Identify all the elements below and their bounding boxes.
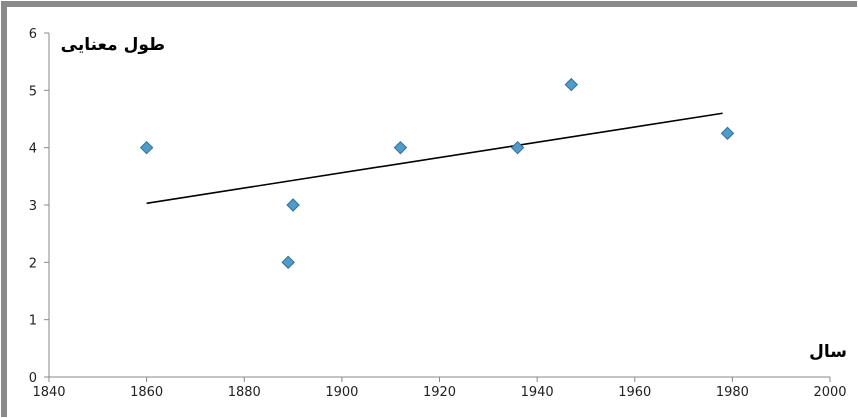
data-points — [139, 77, 735, 270]
data-point-marker — [564, 77, 579, 92]
data-point-marker — [139, 140, 154, 155]
data-point-marker — [286, 198, 300, 212]
y-tick-label: 3 — [29, 199, 37, 214]
y-tick-label: 1 — [29, 314, 37, 329]
x-tick-label: 2000 — [813, 385, 846, 400]
x-axis-ticks: 1840 1860 1880 1900 1920 1940 1960 1980 2000 — [32, 377, 847, 400]
frame-top-border — [1, 1, 857, 7]
data-point-marker — [510, 140, 525, 155]
data-point-marker — [393, 140, 408, 155]
x-tick-label: 1900 — [325, 385, 358, 400]
x-axis-title: سال — [809, 342, 847, 362]
y-tick-label: 6 — [29, 27, 37, 42]
y-axis-title: طول معنایی — [61, 35, 165, 55]
x-tick-label: 1920 — [423, 385, 456, 400]
x-tick-label: 1840 — [32, 385, 65, 400]
trendline — [146, 112, 723, 205]
x-tick-label: 1880 — [228, 385, 261, 400]
y-tick-label: 5 — [29, 84, 37, 99]
y-tick-label: 4 — [29, 142, 37, 157]
frame-left-border — [1, 1, 7, 417]
y-tick-label: 2 — [29, 256, 37, 271]
data-point-marker — [720, 126, 735, 141]
x-tick-label: 1980 — [716, 385, 749, 400]
trendline-group — [146, 112, 723, 205]
x-tick-label: 1960 — [618, 385, 651, 400]
plot-area — [7, 7, 856, 417]
x-tick-label: 1940 — [521, 385, 554, 400]
y-axis-ticks: 0 1 2 3 4 5 6 — [29, 27, 49, 386]
data-point-marker — [281, 255, 295, 270]
y-tick-label: 0 — [29, 371, 37, 386]
x-tick-label: 1860 — [130, 385, 163, 400]
